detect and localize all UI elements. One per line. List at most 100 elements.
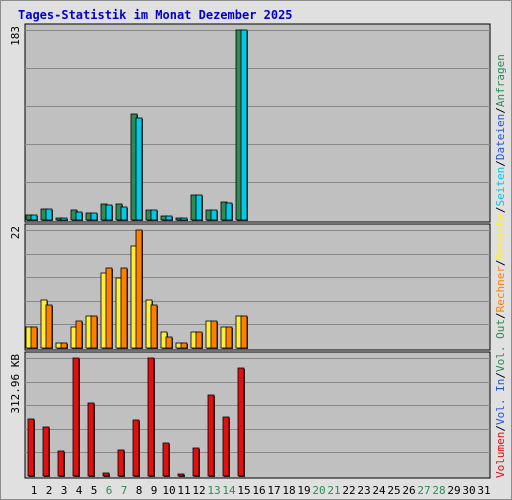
x-tick-label: 7 [121, 484, 128, 497]
x-tick-label: 27 [417, 484, 430, 497]
bar-seiten-day-14 [225, 202, 233, 221]
bar-volumen-day-10 [162, 442, 170, 477]
panel-volume: 312.96 KB [9, 351, 491, 479]
bar-seiten-day-3 [60, 217, 68, 221]
x-tick-label: 25 [387, 484, 400, 497]
bar-seiten-day-10 [165, 215, 173, 221]
x-tick-label: 19 [297, 484, 310, 497]
bar-volumen-day-1 [27, 418, 35, 477]
bar-rechner-day-13 [210, 320, 218, 349]
bar-rechner-day-15 [240, 315, 248, 349]
x-tick-label: 1 [31, 484, 38, 497]
bar-volumen-day-5 [87, 402, 95, 477]
bar-seiten-day-7 [120, 206, 128, 221]
bar-rechner-day-7 [120, 267, 128, 349]
legend-entry: / [494, 372, 507, 379]
legend-entry: / [494, 107, 507, 114]
legend-entry: Volumen [494, 432, 507, 478]
x-tick-label: 24 [372, 484, 386, 497]
x-tick-label: 14 [222, 484, 236, 497]
bar-seiten-day-15 [240, 29, 248, 221]
y-max-label: 183 [9, 26, 22, 46]
legend-entry: / [494, 160, 507, 167]
x-tick-label: 11 [177, 484, 190, 497]
bar-volumen-day-2 [42, 426, 50, 477]
x-tick-label: 21 [327, 484, 340, 497]
bar-seiten-day-6 [105, 204, 113, 221]
x-tick-label: 29 [447, 484, 460, 497]
x-tick-label: 23 [357, 484, 370, 497]
legend-entry: Vol. Out [494, 319, 507, 372]
legend-entry: Rechner [494, 266, 507, 313]
bar-seiten-day-4 [75, 211, 83, 221]
bar-volumen-day-4 [72, 357, 80, 477]
right-legend: Volumen/Vol. In/Vol. Out/Rechner/Besuche… [494, 54, 507, 478]
x-tick-label: 13 [207, 484, 220, 497]
x-tick-label: 20 [312, 484, 325, 497]
x-tick-label: 8 [136, 484, 143, 497]
panel-visits: 22 [9, 223, 491, 351]
bar-rechner-day-5 [90, 315, 98, 349]
bar-rechner-day-11 [180, 342, 188, 349]
bar-seiten-day-8 [135, 117, 143, 221]
chart-title: Tages-Statistik im Monat Dezember 2025 [18, 8, 293, 22]
x-tick-label: 16 [252, 484, 265, 497]
panel-requests: 183 [9, 23, 491, 223]
x-tick-label: 15 [237, 484, 250, 497]
x-tick-label: 30 [462, 484, 475, 497]
bar-seiten-day-1 [30, 214, 38, 221]
bar-volumen-day-13 [207, 394, 215, 477]
bar-volumen-day-15 [237, 367, 245, 477]
x-tick-label: 3 [61, 484, 68, 497]
x-tick-label: 9 [151, 484, 158, 497]
bar-seiten-day-13 [210, 209, 218, 221]
bar-volumen-day-8 [132, 419, 140, 477]
legend-entry: Seiten [494, 167, 507, 207]
bar-rechner-day-12 [195, 331, 203, 349]
x-tick-label: 2 [46, 484, 53, 497]
bar-rechner-day-9 [150, 304, 158, 349]
x-tick-label: 10 [162, 484, 175, 497]
legend-entry: Besuche [494, 213, 507, 259]
bar-volumen-day-6 [102, 472, 110, 477]
x-tick-label: 18 [282, 484, 295, 497]
bar-seiten-day-9 [150, 209, 158, 221]
bar-volumen-day-12 [192, 447, 200, 477]
bar-rechner-day-4 [75, 320, 83, 349]
bar-rechner-day-2 [45, 304, 53, 349]
bar-rechner-day-8 [135, 229, 143, 349]
x-tick-label: 12 [192, 484, 205, 497]
bar-volumen-day-3 [57, 450, 65, 477]
legend-entry: / [494, 425, 507, 432]
bar-volumen-day-14 [222, 416, 230, 477]
x-tick-label: 4 [76, 484, 83, 497]
legend-entry: Dateien [494, 114, 507, 160]
panel-background [24, 23, 491, 223]
bar-seiten-day-5 [90, 212, 98, 221]
legend-entry: / [494, 259, 507, 266]
x-tick-label: 26 [402, 484, 415, 497]
bar-volumen-day-9 [147, 357, 155, 477]
x-tick-label: 17 [267, 484, 280, 497]
bar-seiten-day-11 [180, 217, 188, 221]
legend-entry: Anfragen [494, 54, 507, 107]
bar-volumen-day-11 [177, 473, 185, 477]
legend-entry: / [494, 312, 507, 319]
bar-rechner-day-14 [225, 326, 233, 349]
y-max-label: 312.96 KB [9, 354, 22, 414]
bar-volumen-day-7 [117, 449, 125, 477]
bar-seiten-day-12 [195, 194, 203, 221]
y-max-label: 22 [9, 226, 22, 239]
x-tick-label: 5 [91, 484, 98, 497]
bar-rechner-day-10 [165, 336, 173, 349]
bar-rechner-day-6 [105, 267, 113, 349]
x-tick-label: 6 [106, 484, 113, 497]
legend-entry: / [494, 206, 507, 213]
x-tick-label: 31 [477, 484, 490, 497]
panel-background [24, 351, 491, 479]
legend-entry: Vol. In [494, 379, 507, 425]
bar-seiten-day-2 [45, 208, 53, 221]
bar-rechner-day-1 [30, 326, 38, 349]
x-tick-label: 22 [342, 484, 355, 497]
